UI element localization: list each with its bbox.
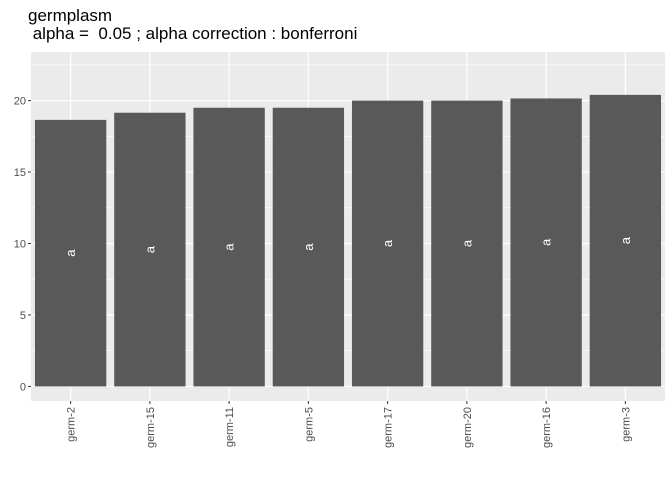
y-tick-label: 5 — [20, 310, 26, 322]
bar-germ-11 — [193, 107, 265, 387]
x-tick-label: germ-2 — [66, 407, 78, 442]
bar-germ-3 — [589, 94, 662, 387]
y-tick-label: 0 — [20, 381, 26, 393]
x-axis: germ-2 germ-15 germ-11 germ-5 germ-17 germ-20… — [66, 401, 632, 448]
bar-germ-15 — [114, 112, 186, 387]
chart-subtitle: alpha = 0.05 ; alpha correction : bonfer… — [28, 24, 358, 43]
group-letter-label: a — [380, 239, 395, 247]
y-tick-label: 10 — [14, 239, 26, 251]
y-axis: 0 5 10 15 20 — [14, 96, 31, 393]
x-tick-label: germ-17 — [383, 407, 395, 448]
group-letter-label: a — [63, 249, 78, 257]
x-tick-label: germ-15 — [145, 407, 157, 448]
x-tick-label: germ-3 — [620, 407, 632, 442]
bar-germ-17 — [351, 100, 424, 387]
chart-title: germplasm — [28, 6, 113, 25]
bar-germ-16 — [510, 98, 582, 387]
group-letter-label: a — [222, 243, 237, 251]
x-tick-label: germ-11 — [224, 407, 236, 447]
group-letter-label: a — [459, 239, 474, 247]
y-tick-label: 15 — [14, 167, 26, 179]
group-letter-label: a — [618, 236, 633, 244]
bar-series — [34, 94, 662, 387]
group-letter-label: a — [142, 245, 157, 253]
x-tick-label: germ-16 — [541, 407, 553, 448]
group-letter-label: a — [539, 238, 554, 246]
x-tick-label: germ-20 — [462, 407, 474, 448]
bar-germ-2 — [34, 119, 107, 387]
y-tick-label: 20 — [14, 96, 26, 108]
bar-germ-5 — [272, 107, 345, 387]
group-letter-label: a — [301, 243, 316, 251]
bar-germ-20 — [431, 100, 503, 387]
group-letter-labels: a a a a a a a a — [63, 236, 633, 257]
x-tick-label: germ-5 — [303, 407, 315, 442]
